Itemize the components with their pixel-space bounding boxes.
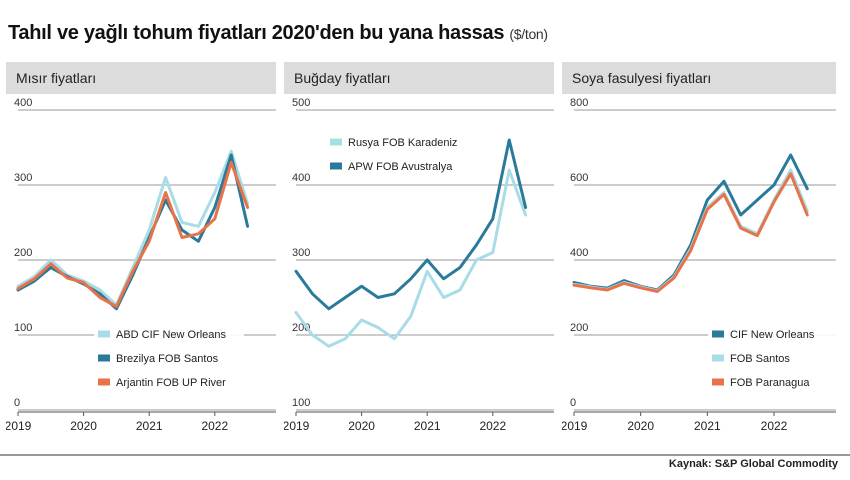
legend-bg (94, 348, 244, 366)
y-tick-label: 100 (292, 397, 310, 409)
y-tick-label: 600 (570, 172, 588, 184)
series-line-brezilya-fob-santos (16, 153, 250, 311)
x-tick-label: 2022 (201, 419, 228, 433)
wheat-panel-title: Buğday fiyatları (284, 62, 554, 94)
corn-price-chart: 0 100 200 300 400 2019 2020 2021 2022 ABD CIF New… (6, 97, 276, 433)
y-tick-label: 400 (292, 172, 310, 184)
x-tick-label: 2020 (627, 419, 654, 433)
x-tick-label: 2022 (479, 419, 506, 433)
x-tick-label: 2021 (694, 419, 721, 433)
legend-label: CIF New Orleans (730, 329, 815, 341)
title-text: Tahıl ve yağlı tohum fiyatları 2020'den … (8, 22, 505, 44)
legend-bg (326, 132, 476, 150)
y-tick-label: 100 (14, 322, 32, 334)
y-tick-label: 300 (292, 247, 310, 259)
y-tick-label: 0 (570, 397, 576, 409)
x-tick-label: 2019 (562, 419, 588, 433)
x-tick-label: 2021 (136, 419, 163, 433)
y-tick-label: 500 (292, 97, 310, 109)
x-tick-label: 2021 (414, 419, 441, 433)
legend-bg (708, 324, 836, 342)
y-tick-label: 800 (570, 97, 588, 109)
legend-label: FOB Santos (730, 353, 790, 365)
series-line-abd-cif-new-orleans (16, 149, 250, 307)
title-unit: ($/ton) (509, 26, 548, 42)
legend-bg (708, 372, 836, 390)
legend-label: FOB Paranagua (730, 377, 810, 389)
series-line-fob-paranagua (572, 172, 809, 293)
corn-panel: Mısır fiyatları 0 100 200 300 400 2019 2020 202… (6, 62, 276, 454)
legend-label: Arjantin FOB UP River (116, 377, 226, 389)
y-tick-label: 400 (570, 247, 588, 259)
wheat-panel: Buğday fiyatları 100 200 300 400 500 2019 2020… (284, 62, 554, 454)
legend-bg (708, 348, 836, 366)
legend-label: Brezilya FOB Santos (116, 353, 219, 365)
x-tick-label: 2022 (761, 419, 788, 433)
legend-label: ABD CIF New Orleans (116, 329, 227, 341)
page-title: Tahıl ve yağlı tohum fiyatları 2020'den … (8, 22, 548, 45)
corn-panel-title: Mısır fiyatları (6, 62, 276, 94)
legend-bg (94, 324, 244, 342)
x-tick-label: 2020 (348, 419, 375, 433)
y-tick-label: 0 (14, 397, 20, 409)
series-line-rusya-fob-karadeniz (294, 168, 528, 348)
legend-label: APW FOB Avustralya (348, 161, 453, 173)
series-line-apw-fob-avustralya (294, 138, 528, 311)
x-tick-label: 2020 (70, 419, 97, 433)
soybean-panel-title: Soya fasulyesi fiyatları (562, 62, 836, 94)
x-tick-label: 2019 (284, 419, 310, 433)
series-line-cif-new-orleans (572, 153, 809, 292)
bottom-divider (0, 454, 850, 456)
y-tick-label: 300 (14, 172, 32, 184)
soybean-price-chart: 0 200 400 600 800 2019 2020 2021 2022 CIF New Orl… (562, 97, 836, 433)
y-tick-label: 200 (570, 322, 588, 334)
series-line-arjantin-fob-up-river (16, 161, 250, 308)
legend-bg (326, 156, 476, 174)
soybean-panel: Soya fasulyesi fiyatları 0 200 400 600 800 20… (562, 62, 836, 454)
legend-label: Rusya FOB Karadeniz (348, 137, 457, 149)
x-tick-label: 2019 (6, 419, 32, 433)
source-note: Kaynak: S&P Global Commodity (668, 458, 838, 470)
legend-bg (94, 372, 244, 390)
y-tick-label: 200 (14, 247, 32, 259)
y-tick-label: 400 (14, 97, 32, 109)
